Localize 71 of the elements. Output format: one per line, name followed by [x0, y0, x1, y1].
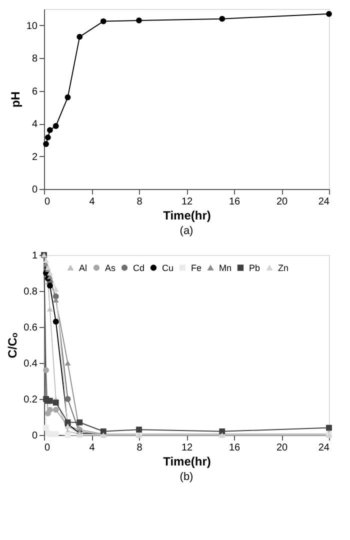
point: [64, 396, 71, 402]
y-tick-label: 2: [32, 152, 38, 163]
y-tick-label: 6: [32, 86, 38, 98]
x-tick-label: 8: [136, 442, 143, 454]
point: [326, 10, 332, 17]
y-tick-label: 1: [32, 250, 38, 262]
legend-label: Mn: [219, 262, 232, 273]
point: [46, 127, 53, 134]
point: [326, 424, 332, 431]
x-tick-label: 16: [228, 196, 240, 208]
y-tick-label: 10: [26, 20, 38, 32]
legend-label: Fe: [191, 262, 202, 273]
point: [52, 286, 59, 292]
y-axis-title: C/Cₒ: [6, 332, 20, 358]
point: [52, 406, 59, 413]
y-tick-label: 8: [32, 54, 38, 65]
x-tick-label: 12: [181, 442, 193, 454]
point: [52, 293, 59, 300]
point: [136, 426, 142, 433]
point: [100, 18, 106, 24]
x-tick-label: 20: [276, 442, 288, 454]
legend-label: Al: [79, 262, 88, 273]
y-tick-label: 0.8: [24, 286, 38, 298]
point: [44, 134, 51, 140]
legend-label: Zn: [278, 262, 289, 273]
x-axis-title: Time(hr): [163, 454, 211, 468]
y-tick-label: 0: [32, 430, 38, 442]
legend-label: Pb: [249, 262, 260, 273]
point: [136, 18, 142, 24]
y-tick-label: 0.2: [24, 394, 38, 406]
point: [100, 428, 106, 434]
x-tick-label: 20: [276, 196, 288, 208]
point: [64, 432, 71, 438]
point: [76, 34, 83, 40]
x-tick-label: 0: [44, 196, 50, 208]
point: [43, 367, 49, 374]
x-axis-title: Time(hr): [163, 208, 211, 222]
point: [52, 400, 59, 406]
point: [46, 282, 53, 289]
y-tick-label: 0: [32, 184, 38, 196]
text: (b): [180, 471, 194, 483]
point: [46, 406, 53, 413]
point: [64, 94, 71, 100]
x-tick-label: 12: [181, 196, 193, 208]
text: (a): [180, 225, 194, 237]
y-tick-label: 0.4: [24, 358, 38, 370]
point: [76, 419, 83, 426]
point: [52, 297, 59, 303]
point: [219, 16, 226, 22]
point: [43, 141, 49, 147]
x-tick-label: 4: [89, 196, 96, 208]
x-tick-label: 0: [44, 442, 50, 454]
point: [46, 270, 53, 276]
y-tick-label: 0.6: [24, 322, 38, 334]
x-tick-label: 24: [318, 196, 330, 208]
point: [64, 360, 71, 366]
point: [43, 258, 49, 263]
legend-label: As: [105, 262, 116, 273]
legend-label: Cd: [133, 262, 145, 273]
y-axis-title: pH: [8, 92, 22, 108]
point: [219, 428, 226, 434]
point: [52, 318, 59, 325]
point: [43, 424, 49, 431]
x-tick-label: 16: [228, 442, 240, 454]
legend-label: Cu: [162, 262, 174, 273]
point: [52, 123, 59, 129]
y-tick-label: 4: [32, 119, 38, 130]
x-tick-label: 4: [89, 442, 96, 454]
point: [52, 431, 59, 438]
x-tick-label: 8: [136, 196, 143, 208]
x-tick-label: 24: [318, 442, 330, 454]
